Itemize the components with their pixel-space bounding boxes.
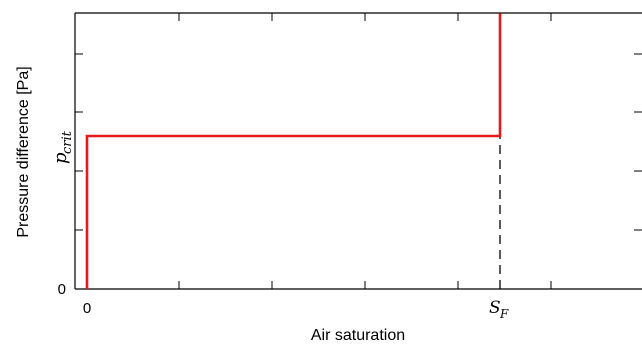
y-tick-label-zero: 0 [58,281,66,298]
y-tick-label-pcrit: p crit [50,130,75,164]
x-tick-label-zero: 0 [83,300,91,317]
x-tick-label-sf-sub: F [499,307,509,321]
y-tick-label-pcrit-sub: crit [60,130,75,154]
x-tick-label-sf-main: S [489,298,501,318]
y-ticks-right [634,53,642,231]
series-layer [85,13,502,289]
x-axis-label: Air saturation [311,327,405,344]
x-ticks-bottom [178,281,552,289]
x-ticks-top [178,13,552,21]
x-tick-label-sf: S F [489,298,509,321]
axes-frame [74,12,642,290]
series-line [85,13,502,289]
y-tick-label-pcrit-main: p [50,152,71,164]
y-axis-label: Pressure difference [Pa] [15,66,32,237]
y-ticks-left [75,53,83,290]
